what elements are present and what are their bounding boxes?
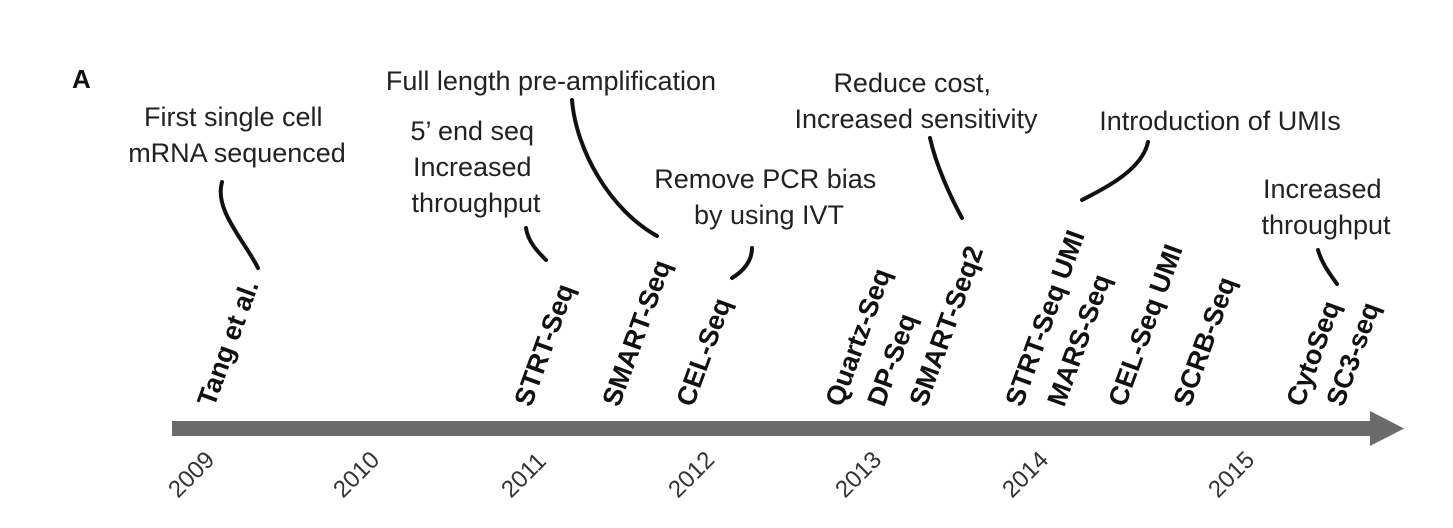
method-label-scrb-seq: SCRB-Seq xyxy=(1167,273,1241,410)
year-label: 2010 xyxy=(328,446,385,503)
leader-lines xyxy=(218,98,1339,286)
year-label: 2009 xyxy=(163,446,220,503)
year-label: 2014 xyxy=(997,446,1054,503)
annotation-remove-pcr: Remove PCR bias by using IVT xyxy=(654,164,884,230)
leader-line-reduce-cost xyxy=(928,136,964,220)
annotation-full-length: Full length pre-amplification xyxy=(386,66,716,96)
annotation-increased-throughput: Increased throughput xyxy=(1261,174,1391,240)
annotation-first-single-cell: First single cell mRNA sequenced xyxy=(128,102,346,168)
annotations: First single cell mRNA sequenced 5’ end … xyxy=(128,66,1391,240)
method-label-smart-seq: SMART-Seq xyxy=(596,256,677,410)
year-label: 2013 xyxy=(830,446,887,503)
leader-line-remove-pcr xyxy=(730,246,754,280)
method-label-cel-seq: CEL-Seq xyxy=(670,294,737,410)
year-axis: 2009 2010 2011 2012 2013 2014 2015 xyxy=(163,446,1260,503)
year-label: 2012 xyxy=(663,446,720,503)
method-labels: Tang et al. STRT-Seq SMART-Seq CEL-Seq Q… xyxy=(191,226,1385,410)
timeline-arrow xyxy=(172,411,1404,446)
year-label: 2015 xyxy=(1203,446,1260,503)
leader-line-full-length xyxy=(570,98,659,238)
method-label-tang: Tang et al. xyxy=(191,276,264,410)
method-label-strt-seq: STRT-Seq xyxy=(508,280,580,410)
leader-line-first-single-cell xyxy=(218,180,260,270)
leader-line-five-prime xyxy=(524,226,548,262)
annotation-reduce-cost: Reduce cost, Increased sensitivity xyxy=(794,68,1038,134)
leader-line-umis xyxy=(1080,140,1150,202)
annotation-five-prime: 5’ end seq Increased throughput xyxy=(410,116,541,218)
annotation-umis: Introduction of UMIs xyxy=(1099,106,1341,136)
panel-label: A xyxy=(72,64,91,94)
leader-line-increased-throughput xyxy=(1316,248,1339,286)
year-label: 2011 xyxy=(496,448,552,504)
